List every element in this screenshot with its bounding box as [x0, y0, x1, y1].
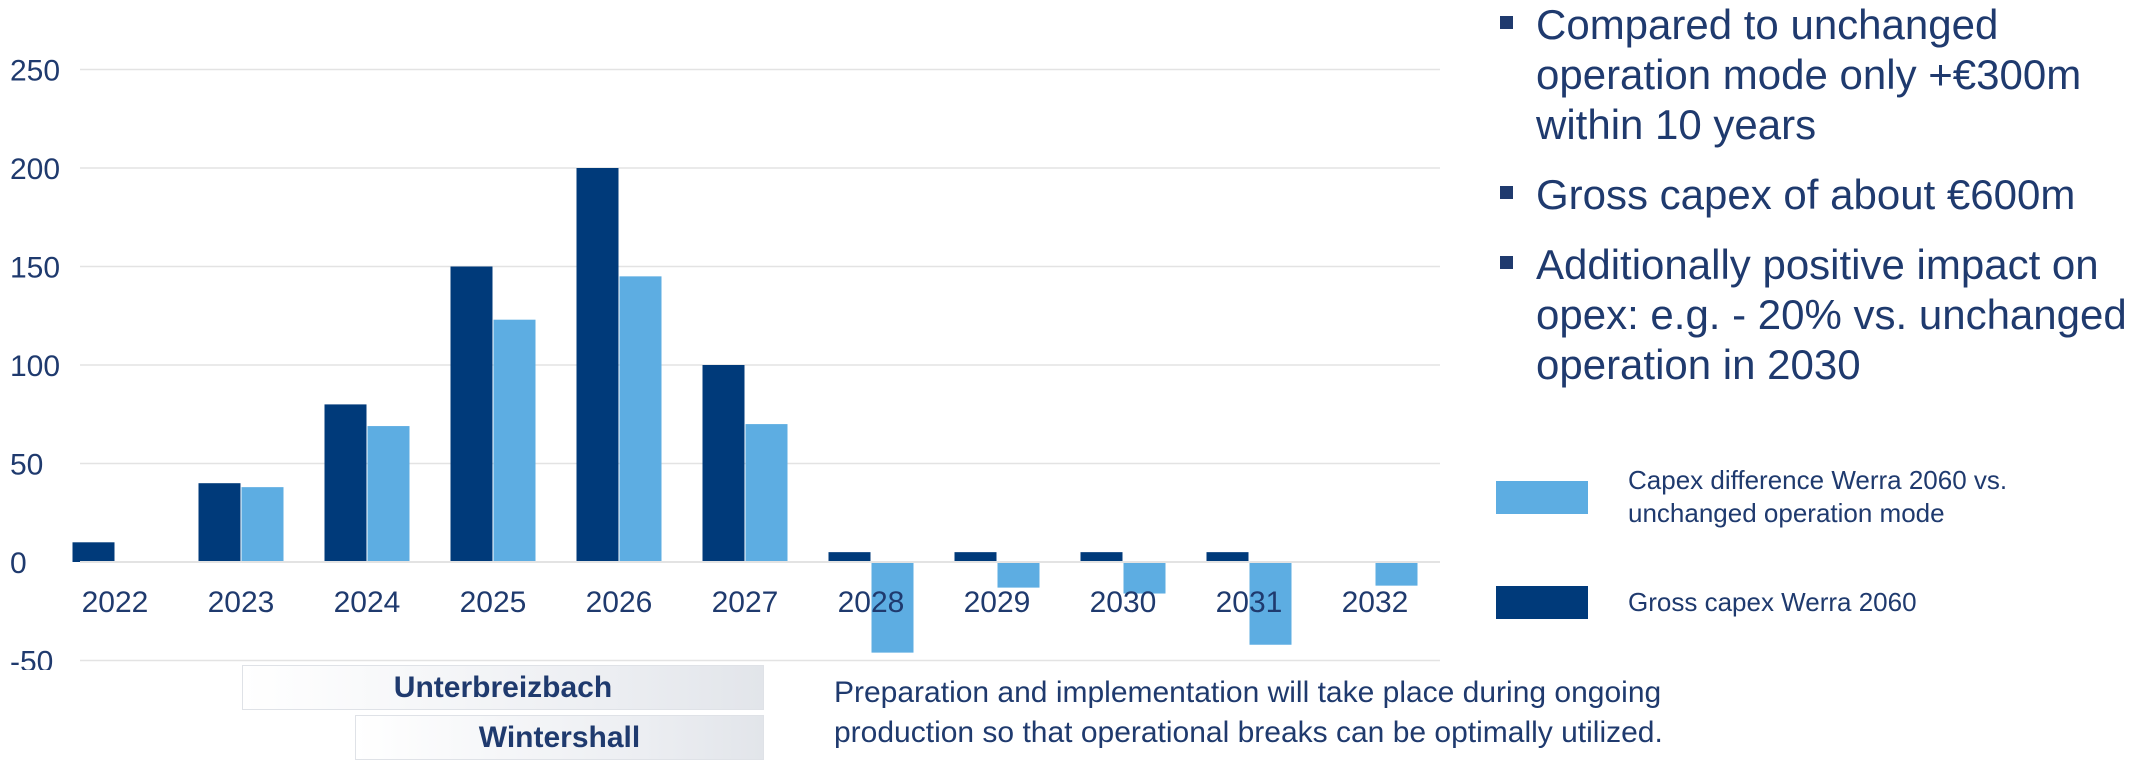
bar-capex-difference	[619, 276, 662, 562]
bar-capex-difference	[493, 319, 536, 562]
bar-gross-capex	[1206, 552, 1249, 562]
legend-item-gross: Gross capex Werra 2060	[1496, 586, 1917, 619]
legend-label-gross: Gross capex Werra 2060	[1628, 587, 1917, 617]
bar-gross-capex	[702, 365, 745, 562]
band-wintershall: Wintershall	[355, 715, 764, 760]
y-tick-label: 200	[10, 153, 60, 186]
legend-swatch-gross	[1496, 586, 1588, 619]
bar-capex-difference	[1249, 562, 1292, 645]
bar-capex-difference	[871, 562, 914, 653]
band-unterbreizbach: Unterbreizbach	[242, 665, 764, 710]
bullet-item: Compared to unchanged operation mode onl…	[1500, 0, 2140, 150]
x-tick-label: 2031	[1216, 586, 1283, 619]
bar-gross-capex	[828, 552, 871, 562]
bar-gross-capex	[1080, 552, 1123, 562]
bar-gross-capex	[954, 552, 997, 562]
y-tick-label: -50	[10, 646, 53, 671]
x-tick-label: 2027	[712, 586, 779, 619]
x-tick-label: 2028	[838, 586, 905, 619]
legend-swatch-difference	[1496, 480, 1588, 514]
bar-gross-capex	[450, 266, 493, 562]
bar-gross-capex	[72, 542, 115, 562]
y-tick-label: 250	[10, 55, 60, 88]
x-tick-label: 2029	[964, 586, 1031, 619]
x-tick-label: 2030	[1090, 586, 1157, 619]
bar-capex-difference	[241, 487, 284, 562]
legend-label-difference: Capex difference Werra 2060 vs. unchange…	[1628, 465, 2008, 528]
capex-chart: -50 0 50 100 150 200 250 2022 2023 2024 2025 2026 20…	[10, 55, 1440, 671]
x-tick-label: 2026	[586, 586, 653, 619]
x-tick-label: 2023	[208, 586, 275, 619]
bullet-list: Compared to unchanged operation mode onl…	[1500, 0, 2140, 410]
bar-capex-difference	[1375, 562, 1418, 586]
y-tick-label: 100	[10, 350, 60, 383]
bullet-item: Additionally positive impact on opex: e.…	[1500, 240, 2140, 390]
x-tick-label: 2022	[82, 586, 149, 619]
x-tick-label: 2024	[334, 586, 401, 619]
bar-capex-difference	[367, 426, 410, 562]
y-tick-label: 0	[10, 547, 27, 580]
y-tick-label: 150	[10, 252, 60, 285]
footnote-text: Preparation and implementation will take…	[834, 676, 1663, 749]
bar-capex-difference	[997, 562, 1040, 588]
legend-item-difference: Capex difference Werra 2060 vs. unchange…	[1496, 464, 2136, 530]
y-tick-label: 50	[10, 449, 43, 482]
x-tick-label: 2025	[460, 586, 527, 619]
x-tick-label: 2032	[1342, 586, 1409, 619]
bar-gross-capex	[198, 483, 241, 562]
bar-capex-difference	[745, 424, 788, 562]
bar-gross-capex	[324, 404, 367, 562]
bar-capex-difference	[1123, 562, 1166, 594]
bar-gross-capex	[576, 168, 619, 562]
bullet-item: Gross capex of about €600m	[1500, 170, 2140, 220]
